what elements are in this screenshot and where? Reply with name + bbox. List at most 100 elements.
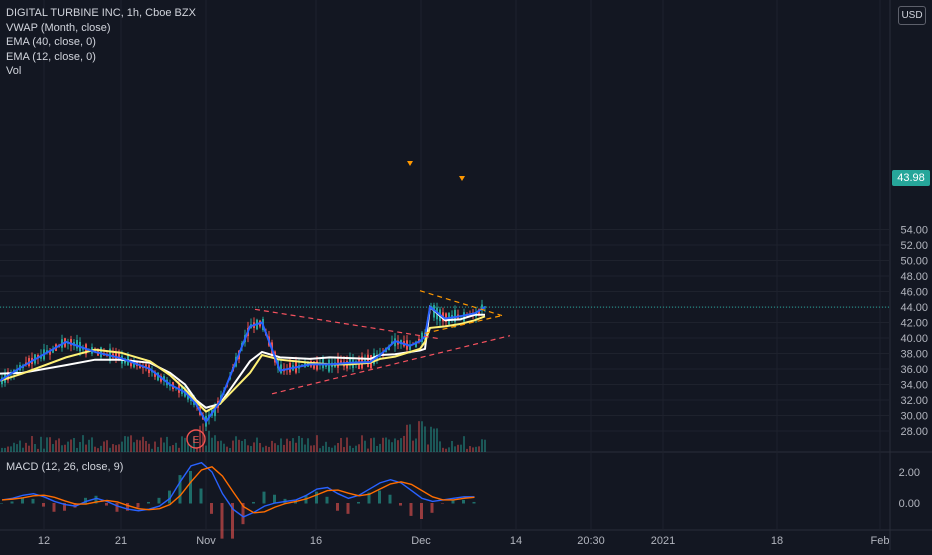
time-tick-label: 16 [310, 535, 322, 547]
macd-histogram-bar [31, 498, 35, 504]
volume-bar [457, 444, 459, 452]
symbol-title[interactable]: DIGITAL TURBINE INC, 1h, Cboe BZX [6, 7, 196, 19]
volume-bar [325, 441, 327, 452]
candle-body [463, 312, 465, 322]
volume-bar [397, 440, 399, 452]
macd-histogram-bar [115, 503, 119, 512]
volume-bar [49, 437, 51, 452]
volume-bar [295, 442, 297, 452]
volume-bar [154, 441, 156, 452]
volume-bar [130, 435, 132, 452]
macd-histogram-bar [409, 503, 413, 516]
volume-bar [403, 435, 405, 452]
volume-bar [7, 446, 9, 452]
volume-bar [262, 447, 264, 452]
volume-bar [238, 439, 240, 452]
macd-histogram-bar [252, 501, 255, 504]
macd-histogram-bar [430, 503, 434, 513]
volume-bar [379, 443, 381, 452]
volume-bar [196, 448, 198, 452]
price-tick-label: 44.00 [900, 302, 928, 314]
macd-histogram-bar [378, 490, 381, 504]
volume-bar [118, 444, 120, 452]
time-tick-label: 21 [115, 535, 127, 547]
indicator-ema40[interactable]: EMA (40, close, 0) [6, 36, 96, 48]
volume-bar [46, 437, 48, 452]
volume-bar [412, 440, 414, 452]
price-tick-label: 48.00 [900, 271, 928, 283]
macd-histogram-bar [325, 496, 329, 504]
volume-bar [181, 436, 183, 452]
price-tick-label: 46.00 [900, 287, 928, 299]
macd-histogram-bar [315, 491, 318, 504]
macd-histogram-bar [10, 501, 14, 504]
volume-bar [145, 441, 147, 452]
volume-bar [25, 442, 27, 452]
volume-bar [292, 438, 294, 452]
volume-bar [406, 424, 408, 452]
macd-legend[interactable]: MACD (12, 26, close, 9) [6, 461, 124, 473]
macd-histogram-bar [451, 499, 455, 504]
volume-bar [94, 446, 96, 452]
candle-body [70, 339, 72, 346]
macd-histogram-bar [388, 494, 392, 504]
candle-body [76, 340, 78, 349]
volume-bar [28, 445, 30, 452]
currency-button[interactable]: USD [898, 6, 926, 25]
volume-bar [415, 438, 417, 452]
macd-histogram-bar [462, 499, 465, 504]
volume-bar [451, 440, 453, 452]
volume-bar [208, 430, 210, 452]
volume-bar [373, 437, 375, 452]
volume-bar [157, 446, 159, 452]
volume-bar [151, 448, 153, 452]
volume-bar [247, 445, 249, 452]
volume-bar [349, 445, 351, 452]
volume-bar [424, 426, 426, 452]
last-price-tag: 43.98 [892, 170, 930, 186]
macd-histogram-bar [84, 497, 87, 504]
volume-bar [385, 437, 387, 452]
candle-body [340, 360, 342, 363]
volume-bar [253, 442, 255, 452]
indicator-volume[interactable]: Vol [6, 65, 22, 77]
time-tick-label: 20:30 [577, 535, 605, 547]
time-tick-label: Dec [411, 535, 431, 547]
volume-bar [310, 445, 312, 452]
volume-bar [268, 446, 270, 452]
volume-bar [358, 444, 360, 452]
volume-bar [313, 445, 315, 452]
indicator-vwap[interactable]: VWAP (Month, close) [6, 21, 111, 34]
volume-bar [370, 438, 372, 452]
macd-histogram-bar [157, 497, 161, 504]
volume-bar [478, 446, 480, 452]
volume-bar [235, 436, 237, 452]
ema40-line [0, 315, 486, 413]
volume-bar [460, 444, 462, 452]
price-tick-label: 50.00 [900, 256, 928, 268]
volume-bar [337, 442, 339, 452]
candle-body [280, 364, 282, 374]
candle-body [454, 309, 456, 322]
volume-bar [85, 444, 87, 452]
macd-histogram-bar [189, 470, 192, 504]
macd-histogram-bar [63, 503, 66, 511]
volume-bar [172, 445, 174, 452]
volume-bar [226, 446, 228, 452]
volume-bar [481, 439, 483, 452]
volume-bar [361, 435, 363, 452]
volume-bar [169, 446, 171, 452]
volume-bar [136, 439, 138, 452]
macd-histogram-bar [105, 503, 108, 506]
candle-body [421, 332, 423, 343]
volume-bar [421, 421, 423, 452]
volume-bar [121, 441, 123, 452]
candle-body [52, 348, 54, 353]
time-tick-label: 18 [771, 535, 783, 547]
volume-bar [244, 439, 246, 452]
time-tick-label: Nov [196, 535, 216, 547]
volume-bar [166, 436, 168, 452]
indicator-ema12[interactable]: EMA (12, close, 0) [6, 50, 96, 63]
